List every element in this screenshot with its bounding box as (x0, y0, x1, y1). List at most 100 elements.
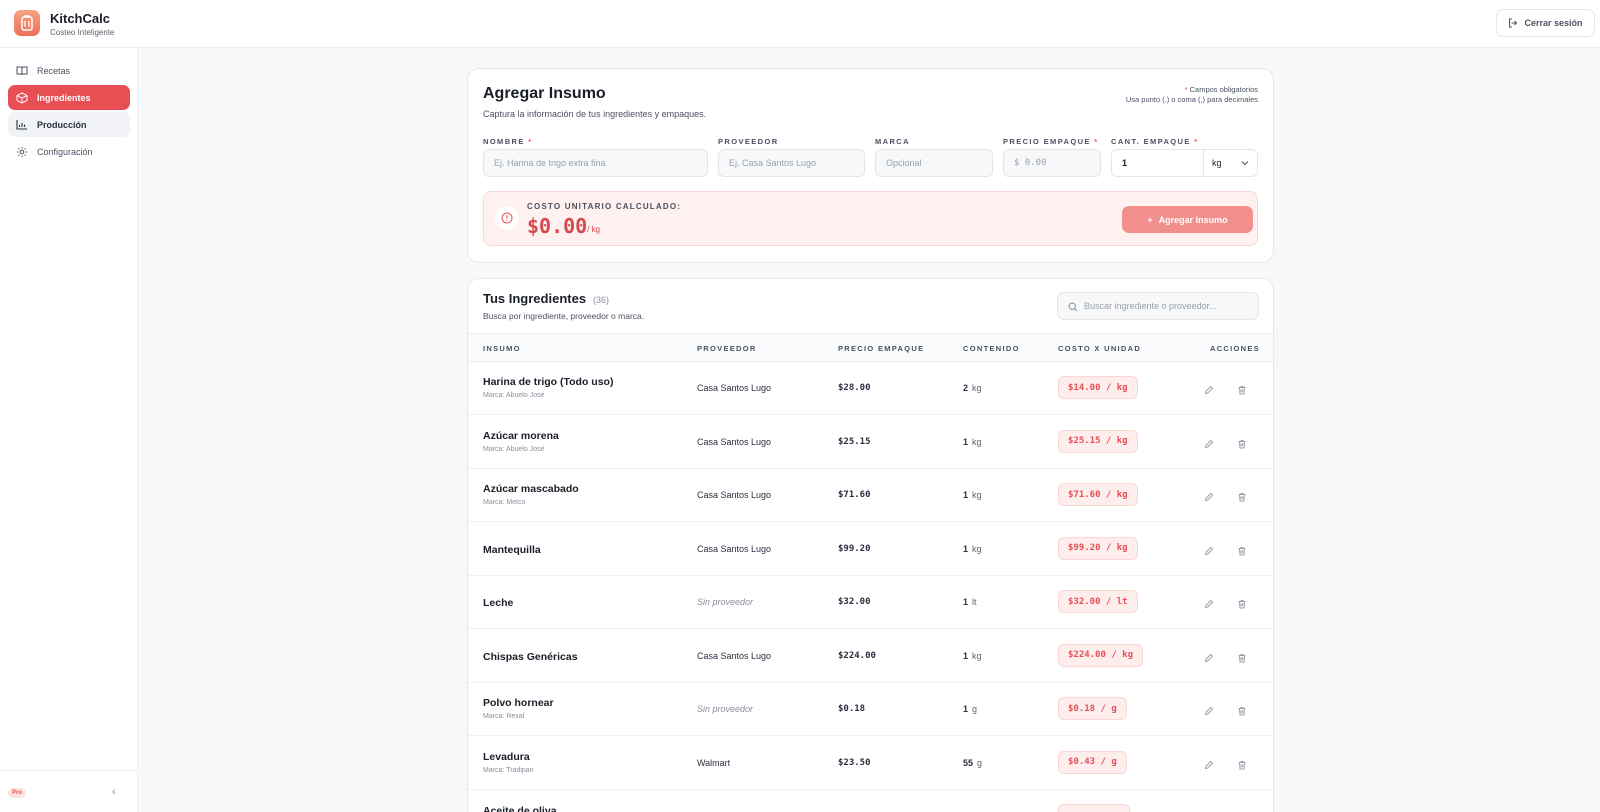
sidebar-item-label: Configuración (37, 146, 93, 157)
cantidad-input[interactable]: 1 (1111, 149, 1258, 177)
content-unit: g (977, 757, 983, 768)
content-qty: 2 (963, 383, 969, 393)
column-header-acciones: ACCIONES (1210, 344, 1260, 353)
search-input[interactable]: Buscar ingrediente o proveedor... (1057, 292, 1259, 320)
ingredient-content: 1 kg (963, 544, 982, 554)
content-qty: 1 (963, 704, 969, 714)
ingredient-name: Aceite de oliva (483, 805, 557, 812)
sidebar: Recetas Ingredientes Producción Configur… (0, 48, 138, 812)
chart-icon (16, 120, 27, 130)
ingredient-price: $71.60 (838, 490, 871, 500)
ingredient-brand: Marca: Metco (483, 499, 526, 506)
table-row: Harina de trigo (Todo uso) Marca: Abuelo … (468, 362, 1273, 415)
sidebar-item-produccion[interactable]: Producción (8, 112, 130, 137)
ingredient-price: $28.00 (838, 383, 871, 393)
plan-badge: Pro (8, 788, 27, 798)
delete-icon[interactable] (1237, 650, 1247, 668)
logout-button[interactable]: Cerrar sesión (1496, 9, 1595, 37)
logout-label: Cerrar sesión (1524, 18, 1583, 28)
ingredient-brand: Marca: Abuelo José (483, 392, 545, 399)
delete-icon[interactable] (1237, 596, 1247, 614)
info-icon (495, 206, 519, 230)
add-ingredient-card: Agregar Insumo Captura la información de… (467, 68, 1274, 263)
edit-icon[interactable] (1204, 382, 1214, 400)
unit-cost-badge: $0.18 / g (1058, 697, 1127, 720)
unit-cost-badge: $32.00 / lt (1058, 590, 1138, 613)
edit-icon[interactable] (1204, 596, 1214, 614)
unit-cost-unit: / kg (587, 225, 600, 234)
delete-icon[interactable] (1237, 382, 1247, 400)
delete-icon[interactable] (1237, 436, 1247, 454)
unit-value: kg (1212, 158, 1222, 168)
ingredients-list-card: Tus Ingredientes (36) Busca por ingredie… (467, 278, 1274, 812)
sidebar-item-recetas[interactable]: Recetas (8, 58, 130, 83)
proveedor-input[interactable]: Ej. Casa Santos Lugo (718, 149, 865, 177)
marca-input[interactable]: Opcional (875, 149, 993, 177)
ingredient-name: Levadura (483, 750, 530, 763)
content-unit: kg (972, 436, 982, 447)
marca-label: MARCA (875, 137, 910, 146)
book-icon (16, 66, 28, 75)
column-header-costo: COSTO X UNIDAD (1058, 344, 1142, 353)
ingredient-brand: Marca: Rexal (483, 713, 525, 720)
edit-icon[interactable] (1204, 650, 1214, 668)
app-logo-icon (14, 10, 40, 36)
cantidad-label: CANT. EMPAQUE * (1111, 137, 1199, 146)
edit-icon[interactable] (1204, 436, 1214, 454)
ingredient-name: Harina de trigo (Todo uso) (483, 376, 614, 388)
unit-cost-label: COSTO UNITARIO CALCULADO: (527, 202, 682, 211)
ingredient-content: 1 kg (963, 651, 982, 661)
form-subtitle: Captura la información de tus ingredient… (483, 109, 707, 119)
delete-icon[interactable] (1237, 543, 1247, 561)
list-title: Tus Ingredientes (483, 291, 587, 306)
form-title: Agregar Insumo (483, 85, 606, 102)
edit-icon[interactable] (1204, 703, 1214, 721)
app-tagline: Costeo Inteligente (50, 28, 115, 37)
search-placeholder: Buscar ingrediente o proveedor... (1084, 301, 1217, 311)
chevron-down-icon (1241, 161, 1249, 166)
content-qty: 1 (963, 436, 969, 447)
decimal-note: Usa punto (.) o coma (,) para decimales (1125, 95, 1258, 104)
ingredient-name: Chispas Genéricas (483, 650, 578, 663)
search-icon (1068, 302, 1078, 312)
table-row: Polvo hornear Marca: Rexal Sin proveedor $0… (468, 683, 1273, 736)
sidebar-footer: Pro ‹ (0, 770, 138, 812)
collapse-sidebar-icon[interactable]: ‹ (112, 786, 116, 798)
ingredient-name: Mantequilla (483, 543, 541, 556)
form-notes: * Campos obligatorios Usa punto (.) o co… (1125, 85, 1258, 104)
delete-icon[interactable] (1237, 703, 1247, 721)
ingredient-brand: Marca: Tradipan (483, 766, 534, 774)
edit-icon[interactable] (1204, 543, 1214, 561)
sidebar-item-configuracion[interactable]: Configuración (8, 139, 130, 164)
unit-select[interactable]: kg (1203, 149, 1257, 177)
add-ingredient-button[interactable]: + Agregar Insumo (1122, 206, 1253, 233)
ingredient-provider: Casa Santos Lugo (697, 383, 772, 393)
edit-icon[interactable] (1204, 489, 1214, 507)
sidebar-item-label: Ingredientes (37, 92, 91, 103)
sidebar-item-ingredientes[interactable]: Ingredientes (8, 85, 130, 110)
content-unit: kg (972, 650, 982, 661)
precio-input[interactable]: $ 0.00 (1003, 149, 1101, 177)
delete-icon[interactable] (1237, 489, 1247, 507)
cantidad-value: 1 (1122, 158, 1128, 168)
unit-cost-badge: $0.43 / g (1058, 750, 1127, 774)
unit-cost-badge: $25.15 / kg (1058, 429, 1138, 453)
table-row: Levadura Marca: Tradipan Walmart $23.50 55 g $… (468, 737, 1273, 790)
logout-icon (1509, 18, 1518, 28)
ingredient-content: 1 lt (963, 597, 977, 607)
table-header: INSUMO PROVEEDOR PRECIO EMPAQUE CONTENID… (468, 333, 1273, 362)
column-header-proveedor: PROVEEDOR (697, 344, 757, 353)
sidebar-item-label: Recetas (37, 65, 71, 76)
ingredient-provider: Sin proveedor (697, 704, 754, 714)
content-unit: g (972, 704, 978, 714)
app-name: KitchCalc (50, 11, 110, 26)
edit-icon[interactable] (1204, 757, 1214, 775)
content-qty: 1 (963, 650, 969, 661)
nombre-input[interactable]: Ej. Harina de trigo extra fina (483, 149, 708, 177)
delete-icon[interactable] (1237, 757, 1247, 775)
ingredient-price: $0.18 (838, 704, 866, 714)
proveedor-label: PROVEEDOR (718, 137, 779, 146)
content-qty: 1 (963, 543, 969, 554)
ingredient-provider: Walmart (697, 757, 731, 768)
